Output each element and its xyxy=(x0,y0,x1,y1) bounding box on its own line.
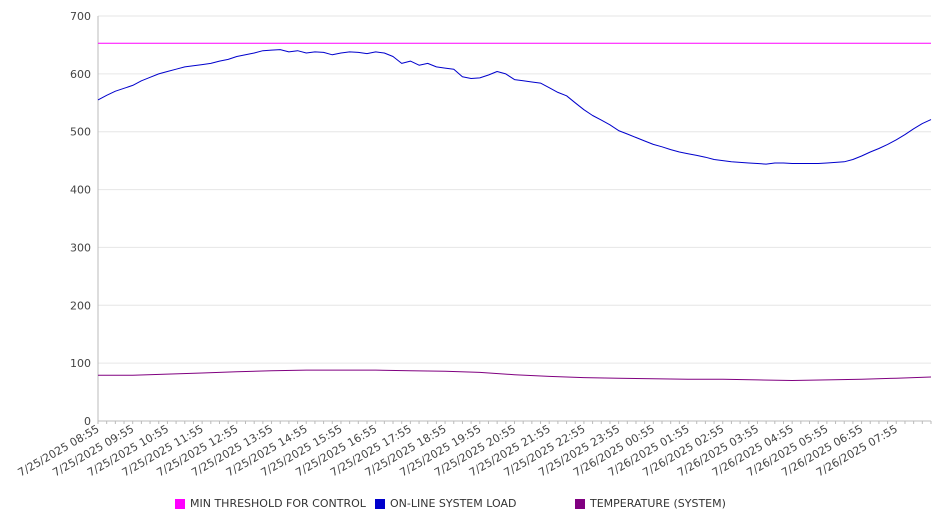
y-tick-label: 300 xyxy=(70,241,91,254)
legend-swatch-temperature xyxy=(575,498,585,509)
legend-item-threshold: MIN THRESHOLD FOR CONTROL xyxy=(175,497,366,510)
grid-lines xyxy=(98,15,931,364)
legend-item-system-load: ON-LINE SYSTEM LOAD xyxy=(375,497,516,510)
y-tick-label: 500 xyxy=(70,126,91,139)
axes xyxy=(97,16,932,424)
chart-legend: MIN THRESHOLD FOR CONTROL ON-LINE SYSTEM… xyxy=(0,497,946,515)
y-tick-label: 0 xyxy=(84,415,91,428)
y-tick-label: 400 xyxy=(70,184,91,197)
y-axis-tick-labels: 0 100 200 300 400 500 600 700 xyxy=(70,10,91,428)
y-tick-label: 200 xyxy=(70,299,91,312)
series-line-temperature xyxy=(98,369,932,381)
y-tick-label: 100 xyxy=(70,357,91,370)
y-tick-label: 700 xyxy=(70,10,91,23)
legend-label-temperature: TEMPERATURE (SYSTEM) xyxy=(590,497,726,510)
legend-swatch-threshold xyxy=(175,498,185,509)
y-tick-label: 600 xyxy=(70,68,91,81)
series-lines xyxy=(97,42,932,381)
legend-label-threshold: MIN THRESHOLD FOR CONTROL xyxy=(190,497,366,510)
series-line-system-load xyxy=(97,49,932,165)
legend-label-system-load: ON-LINE SYSTEM LOAD xyxy=(390,497,517,510)
x-axis-tick-labels: 7/25/2025 08:557/25/2025 09:557/25/2025 … xyxy=(16,422,900,479)
legend-swatch-system-load xyxy=(375,498,385,509)
legend-item-temperature: TEMPERATURE (SYSTEM) xyxy=(575,497,726,510)
